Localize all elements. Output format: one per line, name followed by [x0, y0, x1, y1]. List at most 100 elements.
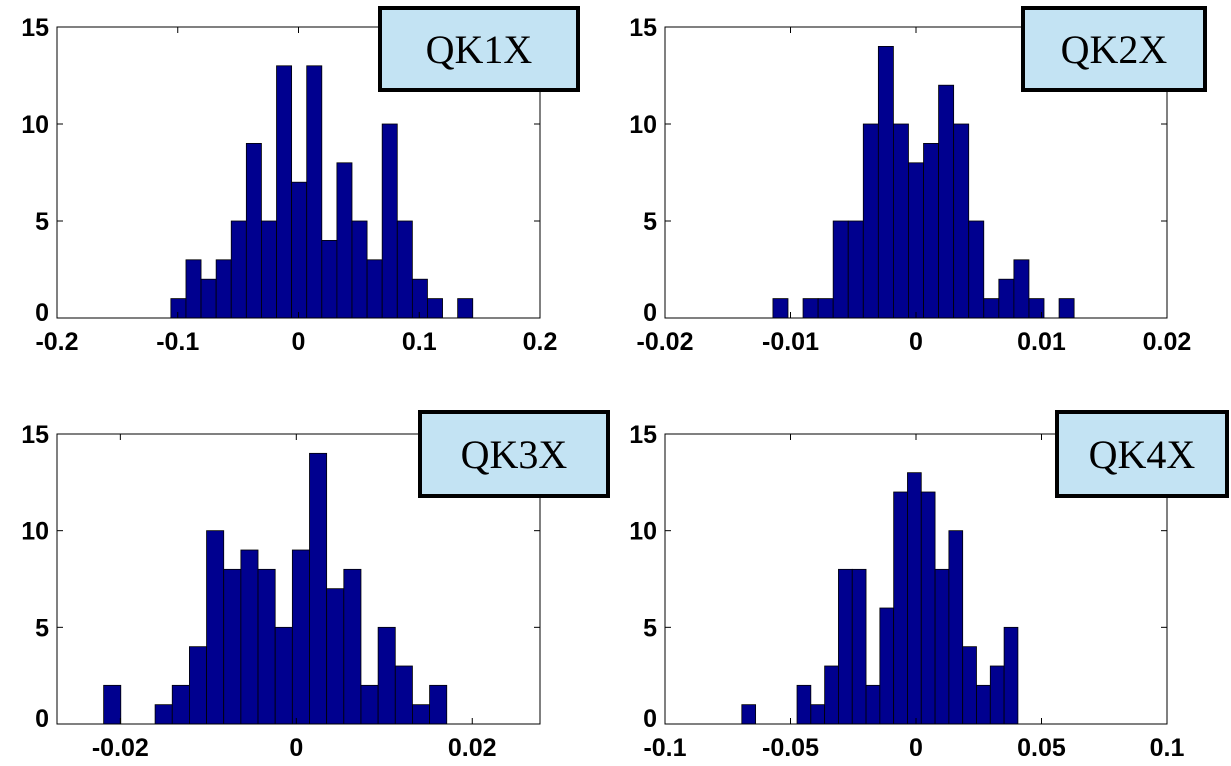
x-tick-label: -0.2: [35, 328, 78, 356]
bar: [427, 298, 443, 319]
bar: [1003, 626, 1019, 725]
x-tick-label: -0.01: [762, 328, 819, 356]
y-tick-label: 0: [35, 299, 49, 327]
bar: [291, 181, 308, 319]
bar: [394, 665, 413, 725]
y-tick-label: 0: [643, 705, 657, 733]
legend-box: [1021, 6, 1207, 92]
x-tick-label: 0.1: [1150, 734, 1185, 762]
bar: [877, 46, 894, 319]
legend-label: QK2X: [1061, 27, 1168, 72]
bar: [396, 220, 413, 319]
bar: [879, 607, 895, 725]
bar: [824, 665, 839, 725]
bar: [429, 684, 448, 725]
y-tick-label: 15: [629, 14, 657, 42]
bar: [838, 568, 853, 725]
x-tick-label: 0.02: [1143, 328, 1192, 356]
x-tick-label: 0.05: [1017, 734, 1066, 762]
y-tick-label: 10: [629, 518, 657, 546]
bar: [934, 568, 950, 725]
x-tick-label: -0.05: [762, 734, 819, 762]
bar: [200, 278, 217, 319]
bar: [1058, 298, 1075, 319]
x-tick-label: 0.01: [1017, 328, 1066, 356]
bar: [309, 452, 328, 725]
y-tick-label: 0: [35, 705, 49, 733]
bar: [923, 142, 939, 319]
bar: [810, 704, 826, 725]
bar: [276, 65, 293, 319]
x-tick-label: -0.1: [156, 328, 199, 356]
bar: [381, 123, 398, 319]
y-tick-label: 5: [643, 208, 657, 236]
bar: [457, 298, 474, 319]
bar: [351, 220, 368, 319]
legend-box: [378, 6, 580, 92]
bar: [240, 549, 259, 725]
bar: [989, 665, 1005, 725]
bar: [412, 704, 430, 725]
bar: [257, 568, 276, 725]
x-tick-label: 0: [292, 328, 306, 356]
bar: [948, 530, 964, 725]
bar: [983, 298, 1000, 319]
bar: [321, 239, 338, 319]
legend-label: QK3X: [461, 432, 568, 477]
bar: [938, 84, 955, 319]
bar: [230, 220, 247, 319]
bar: [377, 626, 396, 725]
bar: [261, 220, 277, 319]
bar: [893, 123, 909, 319]
bar: [998, 278, 1015, 319]
bar: [796, 684, 812, 725]
y-tick-label: 15: [21, 421, 49, 449]
bar: [170, 298, 187, 319]
bar: [851, 568, 867, 725]
bar: [741, 704, 757, 725]
bar: [908, 162, 924, 319]
x-tick-label: 0.2: [523, 328, 558, 356]
bar: [171, 684, 190, 725]
bar: [245, 142, 262, 319]
bar: [206, 530, 225, 725]
x-tick-label: 0.1: [402, 328, 437, 356]
bar: [920, 491, 936, 725]
bar: [832, 220, 849, 319]
bar: [291, 549, 310, 725]
bar: [968, 220, 985, 319]
bar: [817, 298, 834, 319]
bar: [772, 298, 789, 319]
bar: [306, 65, 323, 319]
bar: [893, 491, 908, 725]
y-tick-label: 5: [35, 208, 49, 236]
legend-box: [1055, 410, 1229, 498]
bar: [976, 684, 991, 725]
x-tick-label: 0: [289, 734, 303, 762]
bar: [215, 259, 232, 319]
y-tick-label: 5: [35, 614, 49, 642]
y-tick-label: 15: [629, 421, 657, 449]
x-tick-label: 0: [909, 328, 923, 356]
x-tick-label: -0.02: [637, 328, 694, 356]
y-tick-label: 10: [629, 111, 657, 139]
bar: [411, 278, 428, 319]
bar: [360, 684, 379, 725]
bar: [366, 259, 383, 319]
bar: [185, 259, 202, 319]
x-tick-label: -0.1: [643, 734, 686, 762]
y-tick-label: 0: [643, 299, 657, 327]
bar: [326, 588, 345, 725]
bar: [1013, 259, 1030, 319]
bar: [802, 298, 819, 319]
legend-label: QK4X: [1089, 432, 1196, 477]
bar: [862, 123, 879, 319]
bar: [953, 123, 970, 319]
bar: [274, 626, 293, 725]
bar: [154, 704, 173, 725]
y-tick-label: 15: [21, 14, 49, 42]
y-tick-label: 5: [643, 614, 657, 642]
bar: [847, 220, 864, 319]
legend-label: QK1X: [426, 27, 533, 72]
